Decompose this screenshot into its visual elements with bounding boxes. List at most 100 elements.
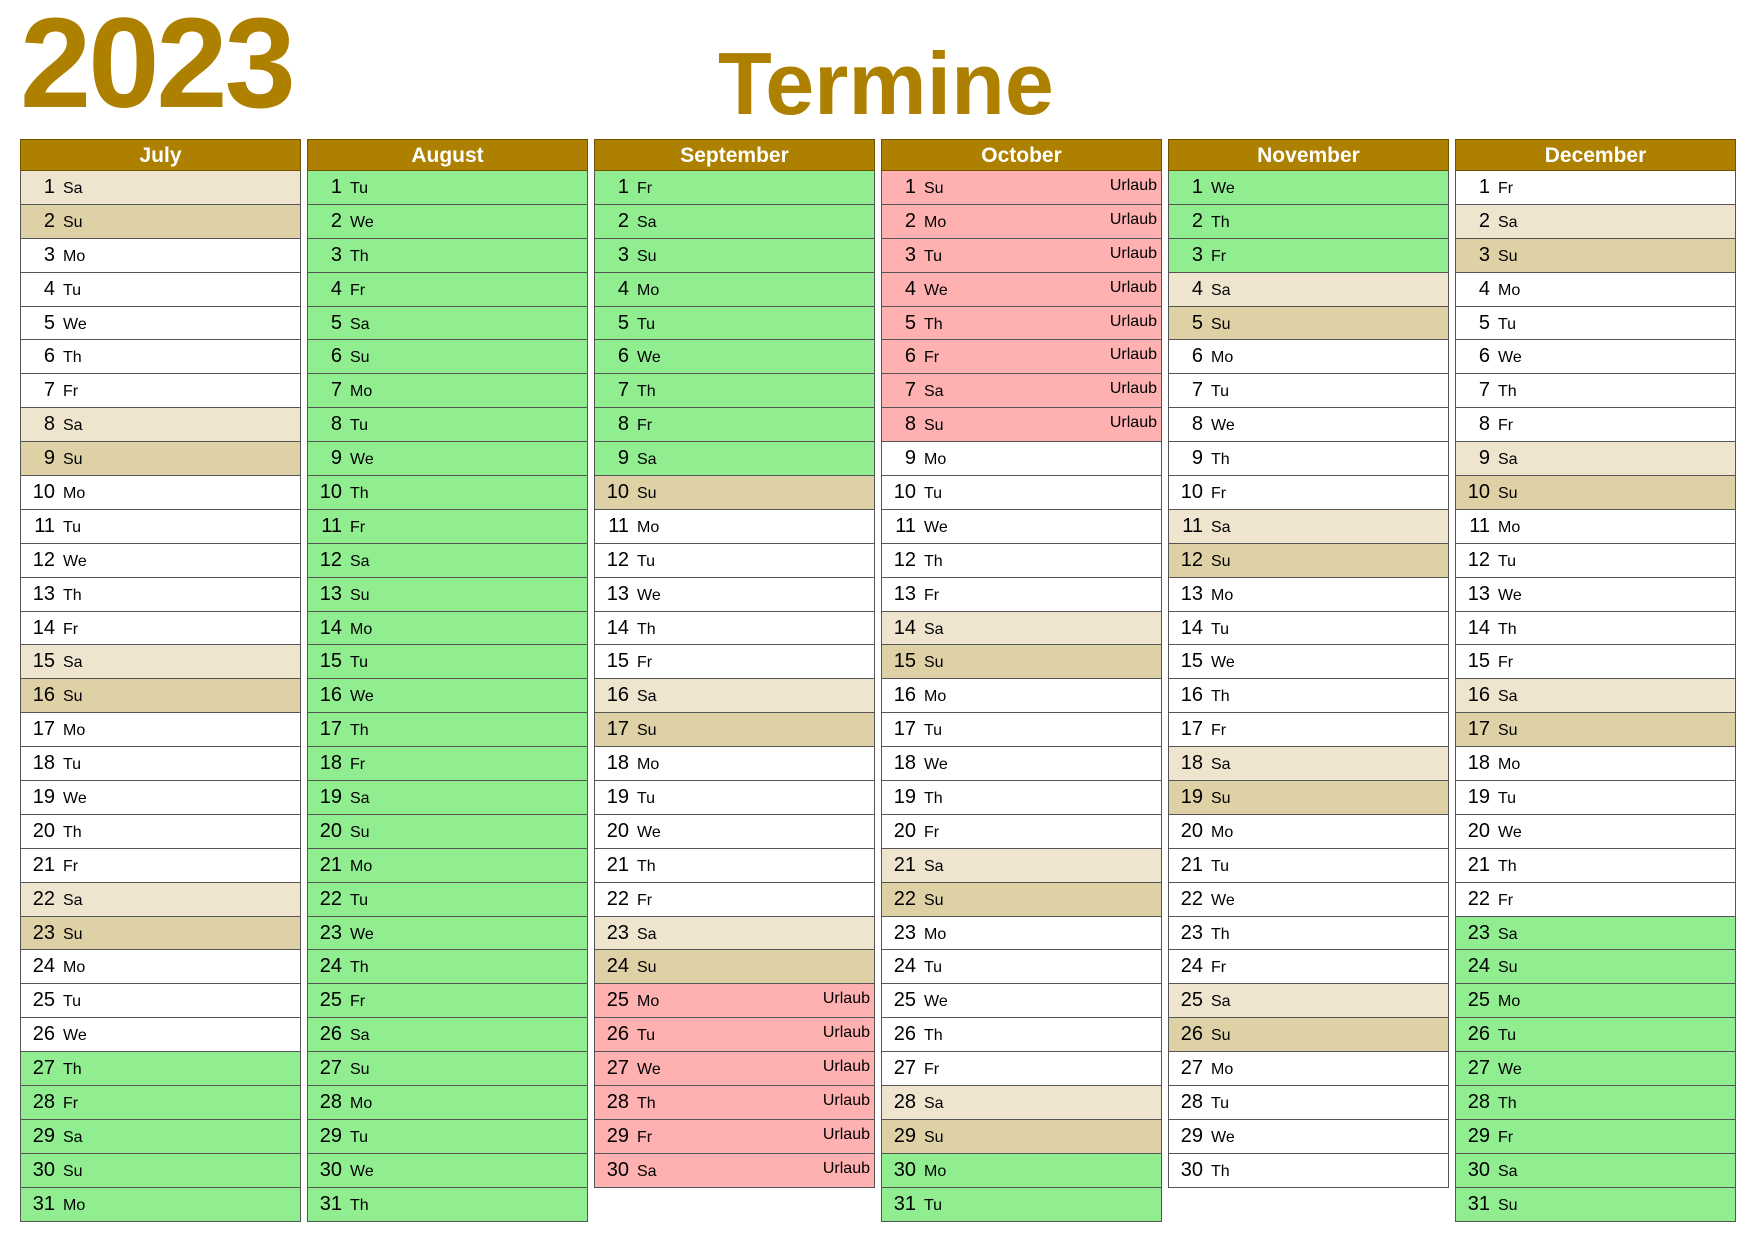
day-row[interactable]: 8 Sa [20, 408, 301, 443]
day-row[interactable]: 14 Sa [881, 611, 1162, 646]
day-row[interactable]: 22 Su [881, 882, 1162, 917]
day-row[interactable]: 28 Tu [1168, 1086, 1449, 1120]
day-row[interactable]: 4 We Urlaub [881, 272, 1162, 307]
day-row[interactable]: 5 Th Urlaub [881, 306, 1162, 341]
day-row[interactable]: 26 Th [881, 1018, 1162, 1053]
day-row[interactable]: 14 Th [1455, 611, 1736, 646]
day-row[interactable]: 15 Su [881, 645, 1162, 680]
day-row[interactable]: 9 Sa [594, 442, 875, 477]
day-row[interactable]: 19 Su [1168, 781, 1449, 815]
day-row[interactable]: 29 Tu [307, 1119, 588, 1154]
day-row[interactable]: 11 Tu [20, 509, 301, 544]
day-row[interactable]: 8 Fr [594, 408, 875, 443]
day-row[interactable]: 28 Sa [881, 1086, 1162, 1120]
day-row[interactable]: 22 Fr [1455, 882, 1736, 917]
day-row[interactable]: 11 Mo [594, 509, 875, 544]
day-row[interactable]: 9 Mo [881, 442, 1162, 477]
day-row[interactable]: 8 Fr [1455, 408, 1736, 443]
day-row[interactable]: 5 Tu [594, 306, 875, 341]
day-row[interactable]: 18 Mo [594, 747, 875, 782]
day-row[interactable]: 6 We [1455, 340, 1736, 375]
day-row[interactable]: 18 Mo [1455, 747, 1736, 782]
day-row[interactable]: 7 Fr [20, 374, 301, 409]
day-row[interactable]: 24 Fr [1168, 950, 1449, 985]
day-row[interactable]: 4 Fr [307, 272, 588, 307]
day-row[interactable]: 22 We [1168, 882, 1449, 917]
day-row[interactable]: 1 Su Urlaub [881, 171, 1162, 205]
day-row[interactable]: 2 Mo Urlaub [881, 204, 1162, 239]
day-row[interactable]: 1 Fr [1455, 171, 1736, 205]
day-row[interactable]: 24 Su [1455, 950, 1736, 985]
day-row[interactable]: 13 We [594, 577, 875, 612]
day-row[interactable]: 26 Tu Urlaub [594, 1018, 875, 1053]
day-row[interactable]: 12 Th [881, 543, 1162, 578]
day-row[interactable]: 31 Tu [881, 1187, 1162, 1222]
day-row[interactable]: 19 Tu [594, 781, 875, 815]
day-row[interactable]: 12 Tu [1455, 543, 1736, 578]
day-row[interactable]: 20 We [594, 814, 875, 849]
day-row[interactable]: 14 Fr [20, 611, 301, 646]
day-row[interactable]: 17 Fr [1168, 713, 1449, 748]
day-row[interactable]: 3 Th [307, 238, 588, 273]
day-row[interactable]: 2 Sa [594, 204, 875, 239]
day-row[interactable]: 1 Fr [594, 171, 875, 205]
day-row[interactable]: 20 Th [20, 814, 301, 849]
day-row[interactable]: 10 Su [594, 476, 875, 510]
day-row[interactable]: 11 Sa [1168, 509, 1449, 544]
day-row[interactable]: 16 We [307, 679, 588, 714]
day-row[interactable]: 30 Th [1168, 1153, 1449, 1188]
day-row[interactable]: 31 Th [307, 1187, 588, 1222]
day-row[interactable]: 20 Mo [1168, 814, 1449, 849]
day-row[interactable]: 18 We [881, 747, 1162, 782]
day-row[interactable]: 2 Th [1168, 204, 1449, 239]
day-row[interactable]: 30 We [307, 1153, 588, 1188]
day-row[interactable]: 5 Sa [307, 306, 588, 341]
day-row[interactable]: 23 We [307, 916, 588, 951]
day-row[interactable]: 26 Tu [1455, 1018, 1736, 1053]
day-row[interactable]: 21 Sa [881, 848, 1162, 883]
day-row[interactable]: 7 Mo [307, 374, 588, 409]
day-row[interactable]: 16 Sa [594, 679, 875, 714]
day-row[interactable]: 21 Th [594, 848, 875, 883]
day-row[interactable]: 17 Su [594, 713, 875, 748]
day-row[interactable]: 1 Tu [307, 171, 588, 205]
day-row[interactable]: 25 Tu [20, 984, 301, 1019]
day-row[interactable]: 11 Fr [307, 509, 588, 544]
day-row[interactable]: 24 Su [594, 950, 875, 985]
day-row[interactable]: 21 Fr [20, 848, 301, 883]
day-row[interactable]: 4 Tu [20, 272, 301, 307]
day-row[interactable]: 1 We [1168, 171, 1449, 205]
day-row[interactable]: 30 Mo [881, 1153, 1162, 1188]
day-row[interactable]: 24 Th [307, 950, 588, 985]
day-row[interactable]: 26 Sa [307, 1018, 588, 1053]
day-row[interactable]: 23 Th [1168, 916, 1449, 951]
day-row[interactable]: 5 Su [1168, 306, 1449, 341]
day-row[interactable]: 27 Su [307, 1052, 588, 1087]
day-row[interactable]: 21 Th [1455, 848, 1736, 883]
day-row[interactable]: 29 Fr Urlaub [594, 1119, 875, 1154]
day-row[interactable]: 21 Tu [1168, 848, 1449, 883]
day-row[interactable]: 16 Mo [881, 679, 1162, 714]
day-row[interactable]: 28 Fr [20, 1086, 301, 1120]
day-row[interactable]: 14 Mo [307, 611, 588, 646]
day-row[interactable]: 29 We [1168, 1119, 1449, 1154]
day-row[interactable]: 18 Sa [1168, 747, 1449, 782]
day-row[interactable]: 20 Fr [881, 814, 1162, 849]
day-row[interactable]: 10 Tu [881, 476, 1162, 510]
day-row[interactable]: 2 Sa [1455, 204, 1736, 239]
day-row[interactable]: 14 Tu [1168, 611, 1449, 646]
day-row[interactable]: 25 We [881, 984, 1162, 1019]
day-row[interactable]: 10 Fr [1168, 476, 1449, 510]
day-row[interactable]: 7 Th [594, 374, 875, 409]
day-row[interactable]: 3 Su [594, 238, 875, 273]
day-row[interactable]: 28 Th Urlaub [594, 1086, 875, 1120]
day-row[interactable]: 4 Sa [1168, 272, 1449, 307]
day-row[interactable]: 31 Mo [20, 1187, 301, 1222]
day-row[interactable]: 27 Mo [1168, 1052, 1449, 1087]
day-row[interactable]: 7 Sa Urlaub [881, 374, 1162, 409]
day-row[interactable]: 5 Tu [1455, 306, 1736, 341]
day-row[interactable]: 27 Th [20, 1052, 301, 1087]
day-row[interactable]: 19 Sa [307, 781, 588, 815]
day-row[interactable]: 25 Fr [307, 984, 588, 1019]
day-row[interactable]: 12 Sa [307, 543, 588, 578]
